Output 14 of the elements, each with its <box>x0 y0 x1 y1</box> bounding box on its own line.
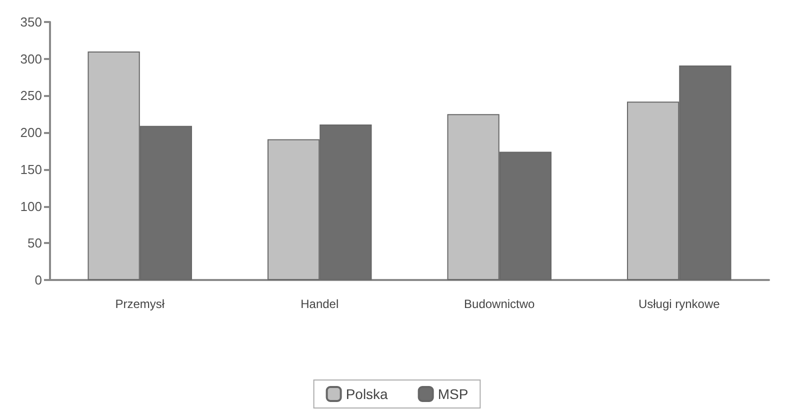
x-tick-label: Handel <box>300 297 339 311</box>
y-tick-label: 150 <box>20 162 42 177</box>
y-tick-label: 250 <box>20 88 42 104</box>
legend-label: Polska <box>346 386 388 402</box>
legend-label: MSP <box>438 386 468 402</box>
y-tick-label: 350 <box>20 14 42 30</box>
x-tick-label: Usługi rynkowe <box>638 297 720 311</box>
y-tick-label: 0 <box>34 272 42 288</box>
x-tick-label: Budownictwo <box>464 297 536 311</box>
y-tick-label: 50 <box>28 236 42 251</box>
y-tick-label: 300 <box>20 51 42 66</box>
y-tick-label: 100 <box>20 198 42 214</box>
x-tick-label: Przemysł <box>115 297 165 311</box>
y-tick-label: 200 <box>20 125 42 140</box>
